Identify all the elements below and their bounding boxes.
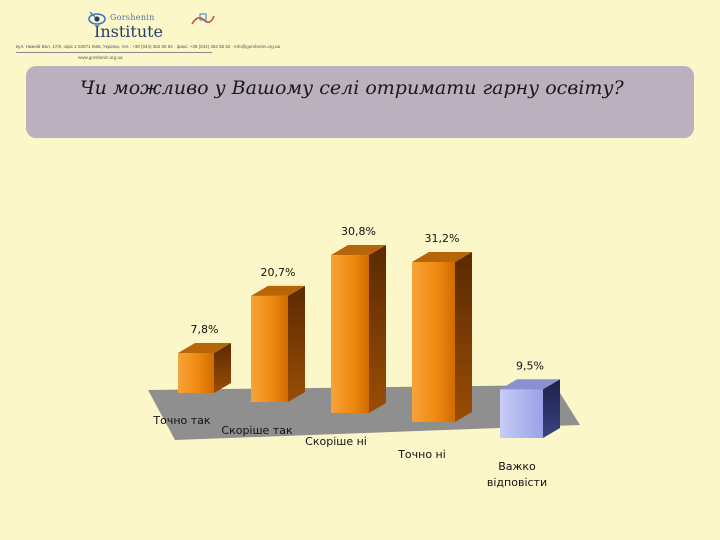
value-label: 9,5%: [516, 359, 544, 372]
bar: [178, 343, 231, 393]
bar-front: [412, 262, 455, 422]
category-label: Важко відповісти: [487, 460, 547, 489]
category-label: Точно так: [152, 414, 211, 427]
contact-divider: [16, 52, 212, 53]
question-banner: Чи можливо у Вашому селі отримати гарну …: [26, 66, 694, 138]
bar-top: [500, 379, 560, 390]
bar: [331, 245, 386, 413]
bar-front: [331, 255, 369, 413]
logo-word: Institute: [94, 22, 164, 41]
header: Gorshenin Institute вул. Нижній Вал, 17/…: [0, 0, 720, 64]
labels-group: 7,8% Точно так 20,7% Скоріше так 30,8% Скоріш…: [152, 225, 547, 489]
bar-front: [251, 295, 288, 402]
value-label: 20,7%: [261, 266, 296, 279]
category-label: Точно ні: [397, 448, 446, 461]
logo-name: Gorshenin: [110, 13, 155, 22]
bar: [412, 252, 472, 422]
bar-side: [369, 245, 386, 413]
bar-top: [178, 343, 231, 353]
bar-front: [178, 353, 214, 393]
bar-top: [251, 285, 305, 296]
bar: [500, 379, 560, 438]
category-label: Скоріше ні: [305, 435, 367, 448]
value-label: 7,8%: [191, 323, 219, 336]
bar: [251, 285, 305, 402]
bar-front: [500, 389, 543, 438]
bar-side: [288, 285, 305, 402]
bar-side: [455, 252, 472, 422]
value-label: 30,8%: [341, 225, 376, 238]
question-title: Чи можливо у Вашому селі отримати гарну …: [80, 77, 624, 99]
bar-side: [543, 379, 560, 438]
bars-group: [178, 245, 560, 438]
partner-logo-icon: [191, 13, 215, 25]
bar-top: [412, 252, 472, 262]
contact-website: www.gorshenin.org.ua: [78, 55, 123, 60]
contact-line: вул. Нижній Вал, 17/8, офіс 1 04071 Київ…: [16, 44, 280, 49]
category-label: Скоріше так: [221, 424, 293, 437]
eye-logo-icon: [88, 11, 106, 25]
value-label: 31,2%: [425, 232, 460, 245]
bar-side: [214, 343, 231, 393]
bar-top: [331, 245, 386, 256]
